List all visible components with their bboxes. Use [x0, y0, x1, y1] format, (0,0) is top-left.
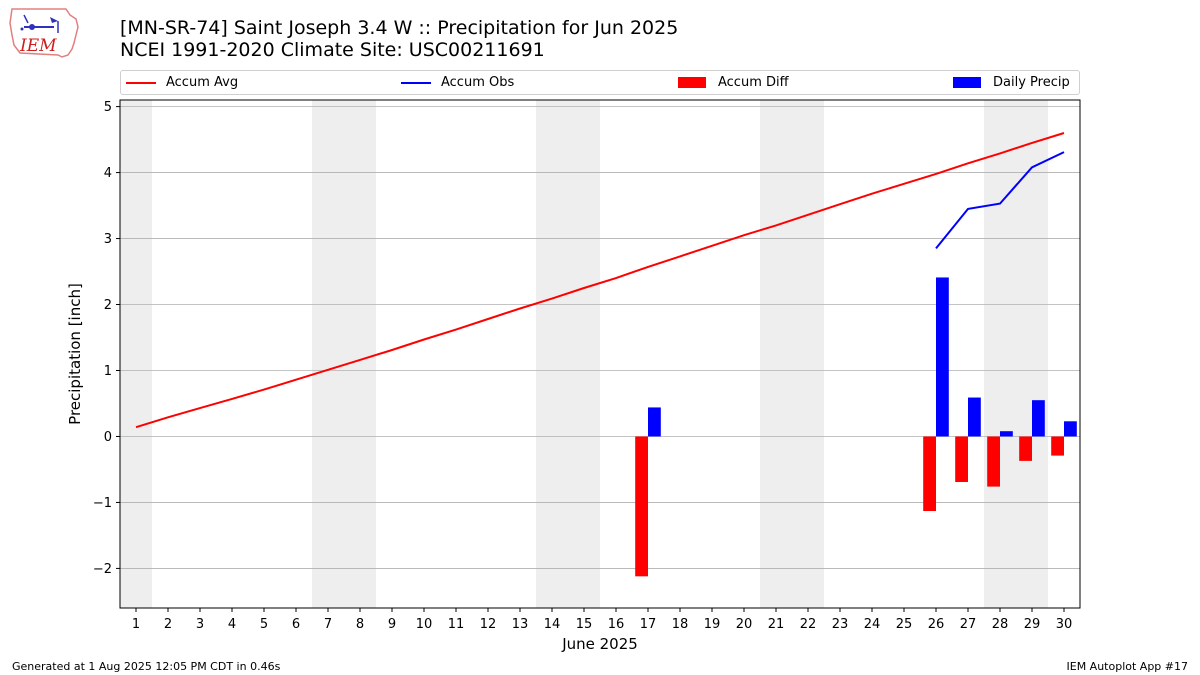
x-tick-label: 12	[480, 617, 497, 632]
accum-obs-line	[935, 151, 1065, 250]
x-tick-label: 22	[800, 617, 817, 632]
logo-text: IEM	[19, 36, 57, 56]
y-tick-label: 3	[104, 232, 112, 247]
x-tick-label: 14	[544, 617, 561, 632]
x-tick-label: 6	[292, 617, 300, 632]
footer-generated: Generated at 1 Aug 2025 12:05 PM CDT in …	[12, 660, 281, 673]
legend-label: Daily Precip	[993, 75, 1070, 90]
accum-diff-bar	[955, 436, 968, 482]
x-tick-label: 20	[736, 617, 753, 632]
x-tick-label: 24	[864, 617, 881, 632]
x-tick-label: 9	[388, 617, 396, 632]
daily-precip-bar	[648, 407, 661, 437]
weekend-band	[536, 100, 568, 608]
x-tick-label: 18	[672, 617, 689, 632]
legend-label: Accum Avg	[166, 75, 239, 90]
x-tick-label: 23	[832, 617, 849, 632]
plot-frame	[119, 99, 1081, 609]
weekend-band	[984, 100, 1016, 608]
x-tick-label: 17	[640, 617, 657, 632]
weekend-band	[120, 100, 152, 608]
weekend-band	[792, 100, 824, 608]
weekend-band	[760, 100, 792, 608]
y-tick-label: 4	[104, 166, 112, 181]
legend-label: Accum Obs	[441, 75, 515, 90]
x-tick-label: 27	[960, 617, 977, 632]
daily-precip-bar	[1032, 400, 1045, 437]
daily-precip-bar	[936, 277, 949, 437]
y-tick-label: 2	[104, 298, 112, 313]
legend-swatch-accum-diff	[678, 77, 706, 88]
x-tick-label: 16	[608, 617, 625, 632]
x-tick-label: 25	[896, 617, 913, 632]
accum-avg-line	[135, 132, 1065, 429]
x-tick-label: 1	[132, 617, 140, 632]
accum-diff-bar	[1051, 436, 1064, 456]
accum-diff-bar	[987, 436, 1000, 487]
accum-diff-bar	[1019, 436, 1032, 461]
x-tick-label: 26	[928, 617, 945, 632]
legend-swatch-accum-avg	[126, 82, 156, 84]
x-tick-label: 4	[228, 617, 236, 632]
daily-precip-bar	[968, 397, 981, 437]
accum-diff-bar	[635, 436, 648, 577]
x-tick-label: 29	[1024, 617, 1041, 632]
weekend-band	[344, 100, 376, 608]
y-tick-label: −1	[93, 496, 112, 511]
x-tick-label: 28	[992, 617, 1009, 632]
y-tick-label: 0	[104, 430, 112, 445]
x-tick-label: 7	[324, 617, 332, 632]
legend-label: Accum Diff	[718, 75, 789, 90]
weekend-band	[1016, 100, 1048, 608]
y-tick-label: 5	[104, 100, 112, 115]
legend-swatch-accum-obs	[401, 82, 431, 84]
x-tick-label: 2	[164, 617, 172, 632]
daily-precip-bar	[1064, 421, 1077, 437]
x-tick-label: 3	[196, 617, 204, 632]
daily-precip-bar	[1000, 431, 1013, 437]
x-tick-label: 15	[576, 617, 593, 632]
weekend-band	[312, 100, 344, 608]
weekend-band	[568, 100, 600, 608]
x-tick-label: 19	[704, 617, 721, 632]
x-tick-label: 5	[260, 617, 268, 632]
y-tick-label: 1	[104, 364, 112, 379]
x-tick-label: 8	[356, 617, 364, 632]
accum-diff-bar	[923, 436, 936, 512]
title-line-2: NCEI 1991-2020 Climate Site: USC00211691	[120, 39, 545, 61]
x-tick-label: 21	[768, 617, 785, 632]
legend: Accum Avg Accum Obs Accum Diff Daily Pre…	[120, 70, 1080, 95]
title-line-1: [MN-SR-74] Saint Joseph 3.4 W :: Precipi…	[120, 17, 679, 39]
legend-swatch-daily-precip	[953, 77, 981, 88]
x-tick-label: 10	[416, 617, 433, 632]
y-tick-label: −2	[93, 562, 112, 577]
x-tick-label: 13	[512, 617, 529, 632]
x-axis-label: June 2025	[561, 635, 638, 653]
footer-app: IEM Autoplot App #17	[1066, 660, 1189, 673]
chart-title: [MN-SR-74] Saint Joseph 3.4 W :: Precipi…	[120, 17, 678, 61]
iem-logo: IEM	[6, 5, 82, 61]
x-tick-label: 30	[1056, 617, 1073, 632]
y-axis-label: Precipitation [inch]	[66, 283, 84, 425]
x-tick-label: 11	[448, 617, 465, 632]
